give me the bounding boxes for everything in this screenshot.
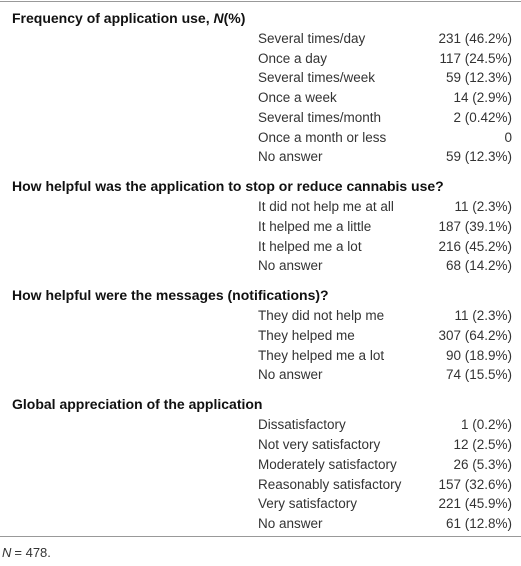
row-label: Very satisfactory [258, 496, 358, 512]
title-part: (%) [223, 10, 246, 26]
row-value: 68 (14.2%) [445, 258, 512, 274]
row-value: 61 (12.8%) [445, 515, 512, 531]
row-value: 14 (2.9%) [453, 90, 512, 106]
title-part: How helpful were the messages (notificat… [12, 287, 329, 304]
footnote-part: N [2, 545, 12, 560]
row-label: Once a week [258, 90, 337, 106]
row-value: 26 (5.3%) [453, 456, 512, 472]
row-value: 1 (0.2%) [460, 417, 512, 433]
row-value: 231 (46.2%) [438, 31, 512, 46]
row-value: 216 (45.2%) [438, 238, 512, 254]
section-title: How helpful was the application to stop … [12, 178, 444, 194]
row-label: Dissatisfactory [258, 417, 346, 433]
row-value: 157 (32.6%) [438, 476, 512, 492]
footnote-part: = 478. [14, 545, 51, 560]
title-part: Global appreciation of the application [12, 396, 263, 413]
row-label: Not very satisfactory [258, 437, 381, 453]
row-label: Once a day [258, 50, 328, 66]
row-label: They did not help me [258, 308, 385, 324]
row-label: No answer [258, 149, 323, 165]
row-label: It helped me a little [258, 218, 372, 234]
row-label: They helped me [258, 328, 355, 343]
row-label: No answer [258, 515, 323, 531]
row-label: Several times/month [258, 109, 382, 125]
row-label: It did not help me at all [258, 199, 394, 215]
row-value: 307 (64.2%) [438, 328, 512, 343]
title-part: N [213, 10, 224, 26]
bottom-rule [0, 536, 521, 537]
row-label: Reasonably satisfactory [258, 476, 402, 492]
section-title: Global appreciation of the application [12, 396, 262, 412]
title-part: Frequency of application use, [12, 10, 214, 26]
title-part: How helpful was the application to stop … [12, 178, 444, 195]
row-value: 11 (2.3%) [454, 199, 512, 215]
section-title: How helpful were the messages (notificat… [12, 287, 329, 303]
row-value: 117 (24.5%) [439, 50, 512, 66]
row-label: Moderately satisfactory [258, 456, 397, 472]
row-label: No answer [258, 367, 323, 383]
row-value: 221 (45.9%) [438, 496, 512, 512]
row-value: 11 (2.3%) [454, 308, 512, 324]
row-value: 0 [504, 129, 512, 145]
row-value: 12 (2.5%) [453, 437, 512, 453]
row-label: They helped me a lot [258, 347, 385, 363]
row-label: Several times/day [258, 31, 366, 46]
row-value: 59 (12.3%) [445, 149, 512, 165]
footnote: N = 478. [2, 545, 51, 561]
section-title: Frequency of application use, N(%) [12, 10, 245, 26]
row-value: 187 (39.1%) [438, 218, 512, 234]
row-label: It helped me a lot [258, 238, 362, 254]
row-label: No answer [258, 258, 323, 274]
row-label: Several times/week [258, 70, 376, 86]
row-value: 74 (15.5%) [445, 367, 512, 383]
row-value: 59 (12.3%) [445, 70, 512, 86]
row-value: 2 (0.42%) [453, 109, 512, 125]
top-rule [0, 1, 521, 2]
row-label: Once a month or less [258, 129, 387, 145]
row-value: 90 (18.9%) [445, 347, 512, 363]
